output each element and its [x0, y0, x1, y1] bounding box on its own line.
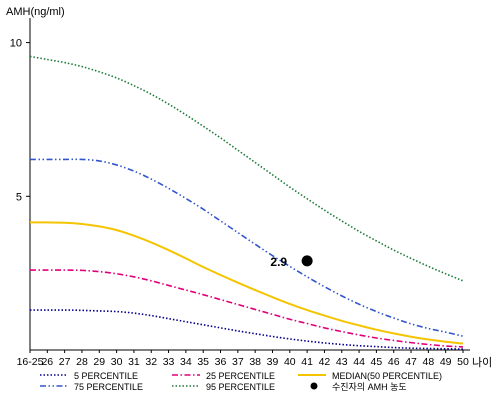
x-tick-label: 29 [93, 356, 105, 368]
x-tick-label: 50 [457, 356, 469, 368]
x-tick-label: 45 [371, 356, 383, 368]
y-axis-label: AMH(ng/ml) [6, 6, 65, 18]
x-tick-label: 47 [405, 356, 417, 368]
legend-label: 25 PERCENTILE [206, 371, 275, 381]
x-tick-label: 32 [145, 356, 157, 368]
x-tick-label: 37 [232, 356, 244, 368]
legend-label: MEDIAN(50 PERCENTILE) [332, 371, 442, 381]
x-tick-label: 26 [41, 356, 53, 368]
x-tick-label: 49 [440, 356, 452, 368]
x-tick-label: 38 [249, 356, 261, 368]
x-tick-label: 40 [284, 356, 296, 368]
series-lines [29, 55, 464, 350]
x-tick-label: 43 [336, 356, 348, 368]
series-line-5-percentile [30, 309, 464, 350]
x-tick-label: 42 [319, 356, 331, 368]
x-axis-label: 나이 [472, 356, 492, 369]
x-tick-label: 31 [128, 356, 140, 368]
legend-label: 75 PERCENTILE [74, 382, 143, 392]
x-tick-label: 16-25 [17, 356, 44, 368]
x-tick-label: 28 [76, 356, 88, 368]
y-tick-label: 10 [10, 38, 22, 50]
legend-marker-swatch [310, 382, 318, 390]
x-tick-label: 44 [353, 356, 365, 368]
y-ticks: 5 10 [10, 38, 30, 203]
x-tick-label: 35 [197, 356, 209, 368]
x-tick-label: 34 [180, 356, 192, 368]
x-tick-label: 48 [423, 356, 435, 368]
series-line-median-50-percentile [29, 221, 464, 345]
patient-amh-point [301, 255, 313, 267]
x-tick-label: 27 [59, 356, 71, 368]
x-tick-label: 30 [111, 356, 123, 368]
x-tick-label: 33 [163, 356, 175, 368]
plot-area: AMH(ng/ml) 나이 [6, 6, 492, 369]
x-tick-label: 39 [267, 356, 279, 368]
legend: 5 PERCENTILE 25 PERCENTILE MEDIAN(50 PERCE… [40, 371, 442, 392]
x-tick-label: 41 [301, 356, 313, 368]
x-tick-label: 36 [215, 356, 227, 368]
legend-label: 95 PERCENTILE [206, 382, 275, 392]
series-line-95-percentile [29, 55, 464, 282]
y-tick-label: 5 [16, 191, 22, 203]
series-line-75-percentile [30, 158, 464, 337]
legend-label: 수진자의 AMH 농도 [332, 382, 407, 392]
patient-marker: 2.9 [270, 255, 313, 269]
series-line-25-percentile [30, 269, 464, 348]
legend-label: 5 PERCENTILE [74, 371, 138, 381]
patient-amh-value-label: 2.9 [270, 255, 287, 269]
x-tick-label: 46 [388, 356, 400, 368]
